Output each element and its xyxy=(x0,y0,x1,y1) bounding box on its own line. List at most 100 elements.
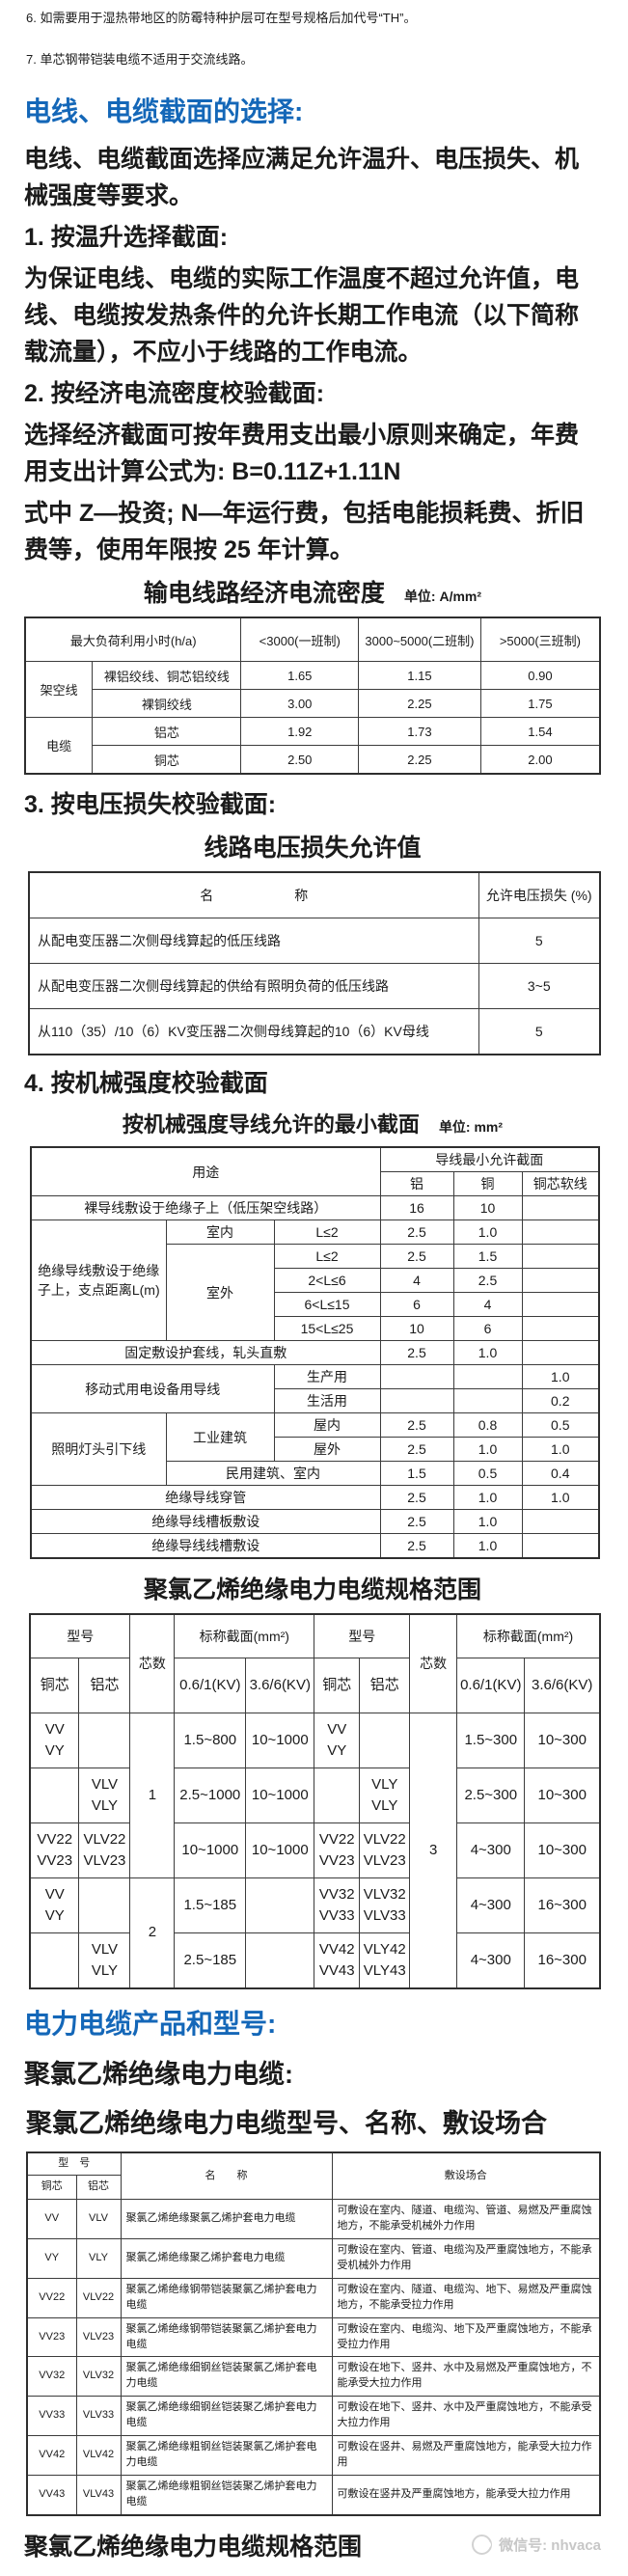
table-economic-current-density: 最大负荷利用小时(h/a) <3000(一班制) 3000~5000(二班制) >50… xyxy=(24,617,601,775)
table-cell: 0.5 xyxy=(521,1412,600,1438)
table-cell: 1.0 xyxy=(521,1437,600,1462)
table-cell: 2.25 xyxy=(358,689,481,718)
table-cell: 2.25 xyxy=(358,745,481,775)
table-cell: VV23 xyxy=(26,2316,77,2358)
table-mechanical-strength-table: 用途 导线最小允许截面铝铜铜芯软线 裸导线敷设于绝缘子上（低压架空线路） 16 10 绝缘… xyxy=(30,1146,600,1559)
table-title-economic-current-density: 输电线路经济电流密度 单位: A/mm² xyxy=(24,574,601,609)
watermark-text: 微信号: nhvaca xyxy=(499,2537,601,2555)
table-cell: 移动式用电设备用导线 xyxy=(30,1364,275,1413)
table-voltage-loss-table: 名 称允许电压损失 (%) 从配电变压器二次侧母线算起的低压线路 5 从配电变压器二次… xyxy=(28,871,601,1055)
table-cell: 5 xyxy=(478,918,601,964)
table-cell: VV43 xyxy=(26,2475,77,2516)
table-cell: 0.4 xyxy=(521,1461,600,1486)
table-cell xyxy=(78,1713,131,1768)
table-cell: VLY VLY xyxy=(359,1768,411,1823)
table2-title-text: 线路电压损失允许值 xyxy=(204,835,422,862)
table-pvc-cable-spec-range: 型号 芯数 标称截面(mm²) 型号 芯数 标称截面(mm²) 铜芯 铝芯 0.6/1(KV) 3… xyxy=(29,1613,601,1989)
table-cell xyxy=(379,1388,454,1413)
table-cell: 固定敷设护套线，轧头直敷 xyxy=(30,1340,381,1365)
table-cell: 10~1000 xyxy=(245,1713,315,1768)
table-cell: 聚氯乙烯绝缘聚氯乙烯护套电力电缆 xyxy=(120,2198,333,2239)
table-cell: 3~5 xyxy=(478,963,601,1009)
table-cell: VLV22 VLV23 xyxy=(359,1822,411,1878)
table-cell: 室内 xyxy=(165,1219,275,1245)
table4-title-text: 聚氯乙烯绝缘电力电缆规格范围 xyxy=(143,1576,481,1603)
heading-pvc-cable-spec-range: 聚氯乙烯绝缘电力电缆规格范围 xyxy=(24,1571,601,1605)
table-economic-current-density-table: 最大负荷利用小时(h/a) <3000(一班制) 3000~5000(二班制) >50… xyxy=(24,617,601,775)
table-cell: 3.6/6(KV) xyxy=(524,1658,601,1713)
table-cell: 1.5~185 xyxy=(174,1877,247,1933)
table-cell: 导线最小允许截面 xyxy=(379,1146,600,1172)
table-cell xyxy=(521,1316,600,1341)
table-cell: 2.5 xyxy=(379,1340,454,1365)
table-cell: 型 号 xyxy=(26,2151,122,2176)
table-cell: 室外 xyxy=(165,1244,275,1341)
table-cell: 2 xyxy=(129,1877,176,1989)
table-cell: VLV42 xyxy=(75,2435,122,2477)
table-cell: 1.0 xyxy=(521,1485,600,1510)
table-cell: 聚氯乙烯绝缘细钢丝铠装聚乙烯护套电力电缆 xyxy=(120,2396,333,2437)
table-cell: 1.0 xyxy=(452,1485,523,1510)
table3-unit-label: 单位: mm² xyxy=(438,1119,504,1135)
table-cell: 3 xyxy=(409,1713,458,1989)
table-mechanical-strength: 用途 导线最小允许截面铝铜铜芯软线 裸导线敷设于绝缘子上（低压架空线路） 16 10 绝缘… xyxy=(30,1146,601,1559)
item-4-title: 4. 按机械强度校验截面 xyxy=(24,1070,268,1097)
table-cell: 5 xyxy=(478,1008,601,1055)
table-cell: 型号 xyxy=(29,1613,131,1658)
table-cell: 型号 xyxy=(314,1613,411,1658)
table-cell: 16 xyxy=(379,1195,454,1220)
table-cell xyxy=(521,1244,600,1269)
table-cell: 铜芯 xyxy=(314,1658,361,1713)
table-cell: 2.5 xyxy=(379,1412,454,1438)
table-cell xyxy=(245,1932,315,1989)
table-cell: VV32 xyxy=(26,2356,77,2398)
table-cell: 名 称 xyxy=(28,871,479,918)
table-cell: 从配电变压器二次侧母线算起的低压线路 xyxy=(28,918,479,964)
table-cell: 3000~5000(二班制) xyxy=(358,617,481,662)
table-cell: 铜芯 xyxy=(92,745,242,775)
table-cell: <3000(一班制) xyxy=(240,617,360,662)
table-cell: 2.5 xyxy=(379,1437,454,1462)
table-cell: 1.15 xyxy=(358,661,481,690)
table-cell: 2<L≤6 xyxy=(273,1268,381,1293)
table-cell: 16~300 xyxy=(524,1877,601,1933)
table-cell: VLY42 VLY43 xyxy=(359,1932,411,1989)
table-cell: 4~300 xyxy=(456,1877,526,1933)
footer-title: 聚氯乙烯绝缘电力电缆规格范围 xyxy=(24,2533,363,2561)
table-cell: 聚氯乙烯绝缘聚乙烯护套电力电缆 xyxy=(120,2237,333,2279)
table-title-model-name-laying: 聚氯乙烯绝缘电力电缆型号、名称、敷设场合 xyxy=(26,2109,547,2138)
table-cell: 1.65 xyxy=(240,661,360,690)
table-cell: 0.6/1(KV) xyxy=(174,1658,247,1713)
table-cell: 标称截面(mm²) xyxy=(174,1613,315,1658)
table-cell xyxy=(521,1340,600,1365)
table-cell: VV22 VV23 xyxy=(29,1822,80,1878)
table-cell: 裸铝绞线、铜芯铝绞线 xyxy=(92,661,242,690)
table-cell: 绝缘导线敷设于绝缘子上，支点距离L(m) xyxy=(30,1219,167,1341)
table-cell: 1.0 xyxy=(452,1437,523,1462)
table-cell: 2.5 xyxy=(379,1485,454,1510)
table-cell: 聚氯乙烯绝缘细钢丝铠装聚氯乙烯护套电力电缆 xyxy=(120,2356,333,2398)
table-cell: VV VY xyxy=(29,1877,80,1933)
table-cell: VLV22 VLV23 xyxy=(78,1822,131,1878)
table-cell: 可敷设在室内、隧道、电缆沟、地下、易燃及严重腐蚀地方，不能承受拉力作用 xyxy=(331,2277,601,2318)
table-cell: 可敷设在地下、竖井、水中及易燃及严重腐蚀地方，不能承受大拉力作用 xyxy=(331,2356,601,2398)
table-cell: 铝芯 xyxy=(92,717,242,746)
table-cell: VV xyxy=(26,2198,77,2239)
table-cell: VV VY xyxy=(314,1713,361,1768)
table-cell xyxy=(521,1195,600,1220)
table-cell: 6 xyxy=(379,1292,454,1317)
table-cell: 照明灯头引下线 xyxy=(30,1412,167,1486)
table-cell: 铝芯 xyxy=(78,1658,131,1713)
table-cell: VLV43 xyxy=(75,2475,122,2516)
table-cell: 2.5~1000 xyxy=(174,1768,247,1823)
footer-row: 聚氯乙烯绝缘电力电缆规格范围 微信号: nhvaca xyxy=(24,2528,601,2562)
table-cell: VLV32 xyxy=(75,2356,122,2398)
table-cell: 0.6/1(KV) xyxy=(456,1658,526,1713)
table-cell: 1.5~800 xyxy=(174,1713,247,1768)
table-cell: 10~1000 xyxy=(245,1822,315,1878)
table-cell: 绝缘导线线槽敷设 xyxy=(30,1533,381,1559)
table-cell: 聚氯乙烯绝缘粗钢丝铠装聚氯乙烯护套电力电缆 xyxy=(120,2435,333,2477)
item-1-title: 1. 按温升选择截面: xyxy=(24,224,229,251)
table-title-voltage-loss: 线路电压损失允许值 xyxy=(24,829,601,863)
table-cell: 敷设场合 xyxy=(331,2151,601,2200)
